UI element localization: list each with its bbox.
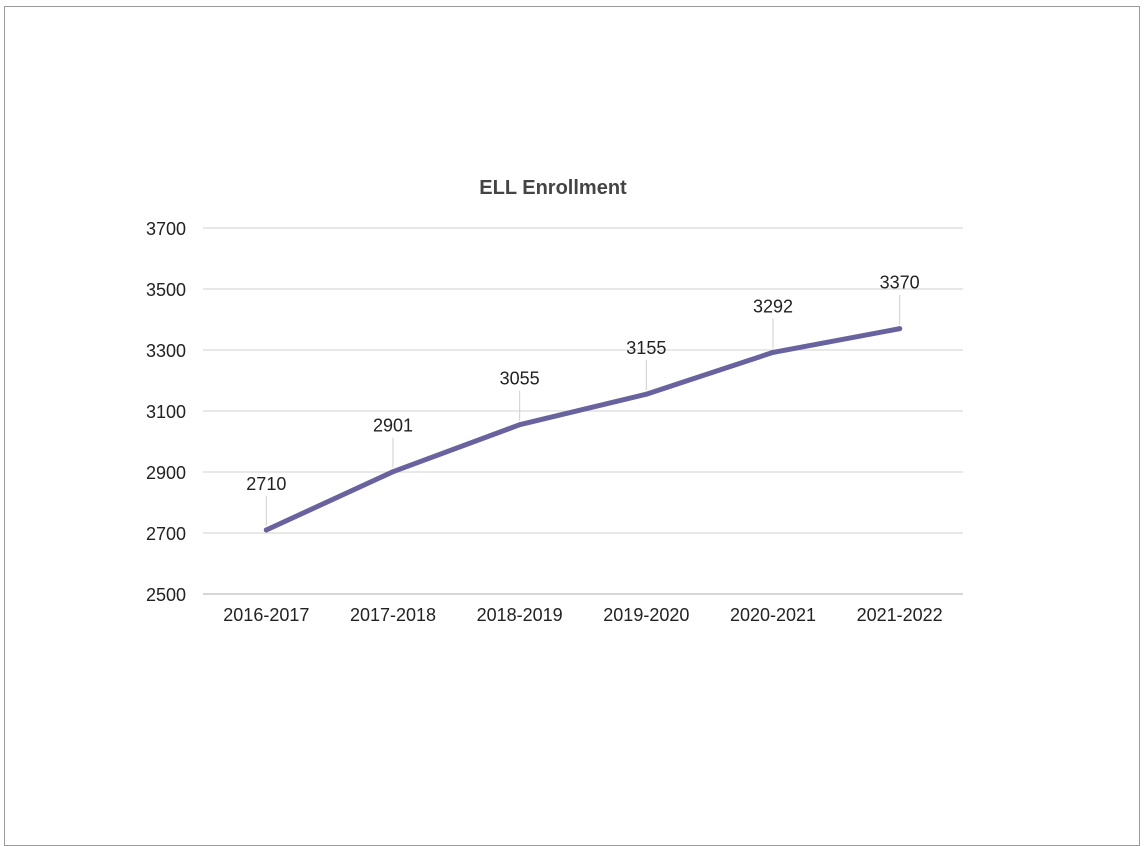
data-point bbox=[517, 422, 523, 428]
y-tick-label: 2700 bbox=[146, 524, 186, 544]
x-tick-label: 2019-2020 bbox=[603, 605, 689, 625]
data-point bbox=[770, 349, 776, 355]
data-label: 3370 bbox=[880, 273, 920, 293]
data-point bbox=[263, 527, 269, 533]
data-point bbox=[897, 326, 903, 332]
y-axis-tick-labels: 2500 2700 2900 3100 3300 3500 3700 bbox=[146, 219, 186, 605]
y-tick-label: 3500 bbox=[146, 280, 186, 300]
x-tick-label: 2016-2017 bbox=[223, 605, 309, 625]
data-labels: 2710 2901 3055 3155 3292 3370 bbox=[246, 273, 919, 494]
x-axis-tick-labels: 2016-2017 2017-2018 2018-2019 2019-2020 2020… bbox=[223, 605, 942, 625]
y-tick-label: 3700 bbox=[146, 219, 186, 239]
data-label-leaders bbox=[265, 294, 901, 526]
data-label: 2710 bbox=[246, 474, 286, 494]
data-label: 2901 bbox=[373, 416, 413, 436]
x-tick-label: 2017-2018 bbox=[350, 605, 436, 625]
data-label: 3155 bbox=[626, 338, 666, 358]
chart-title: ELL Enrollment bbox=[479, 177, 627, 199]
data-label: 3292 bbox=[753, 296, 793, 316]
series-line-group bbox=[263, 326, 903, 533]
x-tick-label: 2020-2021 bbox=[730, 605, 816, 625]
y-tick-label: 3100 bbox=[146, 402, 186, 422]
data-label: 3055 bbox=[500, 369, 540, 389]
data-point bbox=[390, 469, 396, 475]
y-tick-label: 2900 bbox=[146, 463, 186, 483]
x-tick-label: 2021-2022 bbox=[857, 605, 943, 625]
y-tick-label: 2500 bbox=[146, 585, 186, 605]
series-line bbox=[263, 326, 903, 533]
data-point bbox=[643, 391, 649, 397]
chart-frame bbox=[4, 6, 1140, 846]
gridlines bbox=[203, 227, 963, 595]
x-tick-label: 2018-2019 bbox=[477, 605, 563, 625]
y-tick-label: 3300 bbox=[146, 341, 186, 361]
